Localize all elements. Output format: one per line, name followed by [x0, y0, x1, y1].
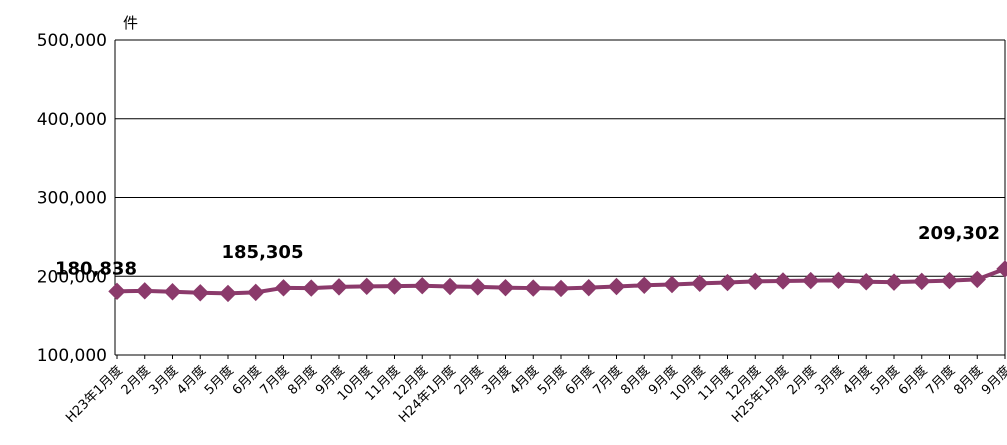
data-point [635, 276, 653, 295]
y-tick-label: 300,000 [37, 189, 107, 209]
data-point [691, 274, 709, 293]
x-tick-label: 7月度 [923, 363, 959, 399]
x-tick-label: 3月度 [146, 363, 182, 399]
data-point [302, 279, 320, 297]
x-tick-label: H23年1月度 [62, 363, 125, 426]
x-tick-label: 6月度 [229, 363, 265, 399]
x-tick-label: 4月度 [507, 363, 543, 399]
y-unit-label: 件 [123, 14, 138, 32]
x-tick-label: 7月度 [257, 363, 293, 399]
data-point [496, 278, 515, 297]
x-tick-label: 5月度 [201, 363, 237, 399]
data-point [968, 270, 986, 289]
data-point [552, 279, 570, 298]
data-point [441, 277, 459, 296]
data-point [191, 284, 209, 302]
data-point [857, 273, 875, 291]
data-point [108, 282, 126, 301]
data-point [524, 279, 542, 297]
data-point [469, 278, 487, 296]
data-point [607, 277, 626, 296]
data-point [247, 283, 265, 302]
x-tick-label: 5月度 [534, 363, 570, 399]
data-point [718, 273, 737, 292]
data-point [885, 273, 903, 291]
x-tick-label: 2月度 [451, 363, 487, 399]
data-point [940, 271, 959, 290]
data-point [663, 275, 681, 294]
x-tick-label: 7月度 [590, 363, 626, 399]
x-tick-label: 6月度 [895, 363, 931, 399]
data-point [580, 278, 598, 297]
y-tick-label: 400,000 [37, 110, 107, 130]
data-point [829, 271, 848, 290]
x-tick-label: 9月度 [978, 363, 1007, 399]
data-point [413, 276, 431, 295]
y-tick-label: 200,000 [37, 267, 107, 287]
data-point [136, 282, 154, 300]
y-tick-label: 100,000 [37, 346, 107, 366]
x-tick-label: 8月度 [618, 363, 654, 399]
data-point [219, 284, 237, 303]
x-tick-label: 2月度 [118, 363, 154, 399]
data-label: 185,305 [222, 242, 304, 263]
y-tick-label: 500,000 [37, 31, 107, 51]
labels: 180,838 185,305 209,302 [55, 223, 1000, 279]
data-point [330, 278, 348, 296]
x-tick-label: 6月度 [562, 363, 598, 399]
data-point [774, 272, 792, 290]
data-point [996, 260, 1007, 278]
data-point [802, 271, 820, 290]
data-label: 209,302 [918, 223, 1000, 244]
data-label: 180,838 [55, 258, 137, 279]
x-tick-label: 2月度 [784, 363, 820, 399]
data-point [746, 272, 764, 291]
x-tick-label: 8月度 [951, 363, 987, 399]
grid [115, 39, 1005, 356]
data-point [163, 283, 182, 301]
series [108, 260, 1007, 303]
x-tick-label: 4月度 [174, 363, 210, 399]
x-tick-label: 3月度 [812, 363, 848, 399]
data-point [385, 277, 404, 295]
data-point [274, 279, 293, 297]
axes: 100,000 200,000 300,000 400,000 500,000 件 H23年… [37, 14, 1007, 426]
x-tick-label: 4月度 [840, 363, 876, 399]
data-point [358, 277, 376, 296]
x-tick-label: 3月度 [479, 363, 515, 399]
x-tick-label: 5月度 [867, 363, 903, 399]
x-tick-label: 8月度 [285, 363, 321, 399]
data-point [913, 272, 931, 291]
